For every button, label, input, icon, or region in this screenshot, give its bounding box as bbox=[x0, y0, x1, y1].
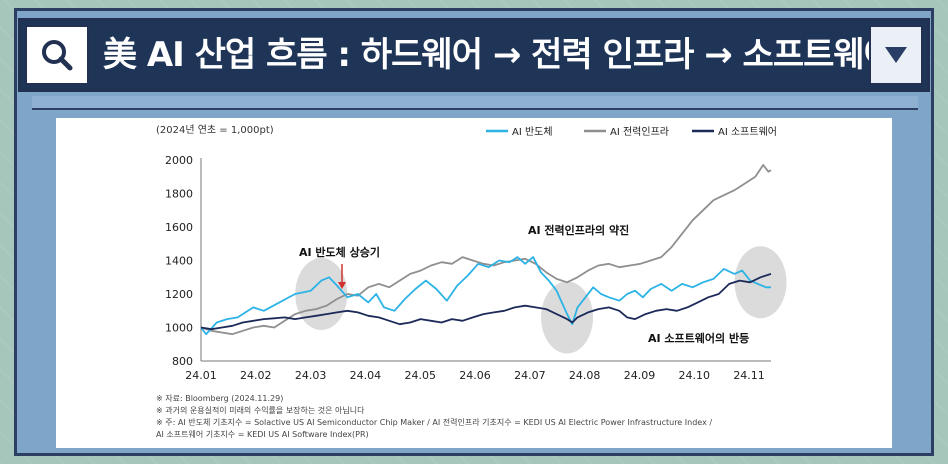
line-chart: 800 1000 1200 1400 1600 1800 2000 24.01 24.02 24… bbox=[156, 124, 787, 439]
annotation-semis-rise: AI 반도체 상승기 bbox=[299, 245, 380, 259]
series-line-1 bbox=[200, 164, 772, 336]
legend-semis: AI 반도체 bbox=[512, 126, 553, 138]
y-tick-label: 800 bbox=[172, 355, 193, 368]
triangle-down-icon bbox=[885, 47, 907, 63]
x-tick-label: 24.03 bbox=[295, 369, 327, 382]
y-tick-label: 2000 bbox=[165, 154, 193, 167]
y-tick-label: 1400 bbox=[165, 255, 193, 268]
note-index-1: ※ 주: AI 반도체 기초지수 = Solactive US AI Semic… bbox=[156, 417, 712, 427]
x-tick-label: 24.06 bbox=[459, 369, 491, 382]
note-index-2: AI 소프트웨어 기초지수 = KEDI US AI Software Inde… bbox=[156, 429, 369, 439]
page-title: 美 AI 산업 흐름 : 하드웨어 → 전력 인프라 → 소프트웨어 bbox=[103, 25, 895, 85]
search-button[interactable] bbox=[25, 25, 89, 85]
chart-card: 800 1000 1200 1400 1600 1800 2000 24.01 24.02 24… bbox=[56, 118, 892, 448]
legend-power: AI 전력인프라 bbox=[610, 126, 669, 138]
x-tick-label: 24.07 bbox=[514, 369, 546, 382]
y-tick-label: 1800 bbox=[165, 188, 193, 201]
note-disclaimer: ※ 과거의 운용실적이 미래의 수익률을 보장하는 것은 아닙니다 bbox=[156, 405, 365, 415]
dropdown-button[interactable] bbox=[869, 25, 923, 85]
x-tick-label: 24.08 bbox=[569, 369, 601, 382]
legend: AI 반도체 AI 전력인프라 AI 소프트웨어 bbox=[486, 126, 777, 138]
series-line-2 bbox=[200, 273, 772, 331]
title-strip bbox=[32, 96, 918, 110]
x-tick-label: 24.10 bbox=[679, 369, 711, 382]
annotation-power-leap: AI 전력인프라의 약진 bbox=[528, 223, 629, 237]
x-tick-label: 24.11 bbox=[733, 369, 765, 382]
note-source: ※ 자료: Bloomberg (2024.11.29) bbox=[156, 394, 283, 403]
highlight-ellipse-0 bbox=[295, 258, 348, 330]
series-line-0 bbox=[200, 256, 771, 336]
x-tick-label: 24.05 bbox=[404, 369, 436, 382]
annotation-arrowhead bbox=[338, 282, 346, 289]
x-tick-label: 24.09 bbox=[624, 369, 656, 382]
unit-note: (2024년 연초 = 1,000pt) bbox=[156, 124, 274, 136]
legend-software: AI 소프트웨어 bbox=[718, 126, 777, 138]
y-tick-label: 1000 bbox=[165, 322, 193, 335]
x-tick-label: 24.01 bbox=[185, 369, 217, 382]
y-tick-label: 1600 bbox=[165, 221, 193, 234]
title-bar: 美 AI 산업 흐름 : 하드웨어 → 전력 인프라 → 소프트웨어 bbox=[18, 18, 930, 92]
highlight-ellipse-2 bbox=[734, 246, 787, 319]
annotation-software-rebound: AI 소프트웨어의 반등 bbox=[648, 331, 749, 345]
y-tick-label: 1200 bbox=[165, 288, 193, 301]
search-icon bbox=[42, 40, 73, 71]
highlight-ellipse-1 bbox=[541, 281, 594, 354]
x-tick-label: 24.02 bbox=[240, 369, 271, 382]
x-tick-label: 24.04 bbox=[350, 369, 382, 382]
